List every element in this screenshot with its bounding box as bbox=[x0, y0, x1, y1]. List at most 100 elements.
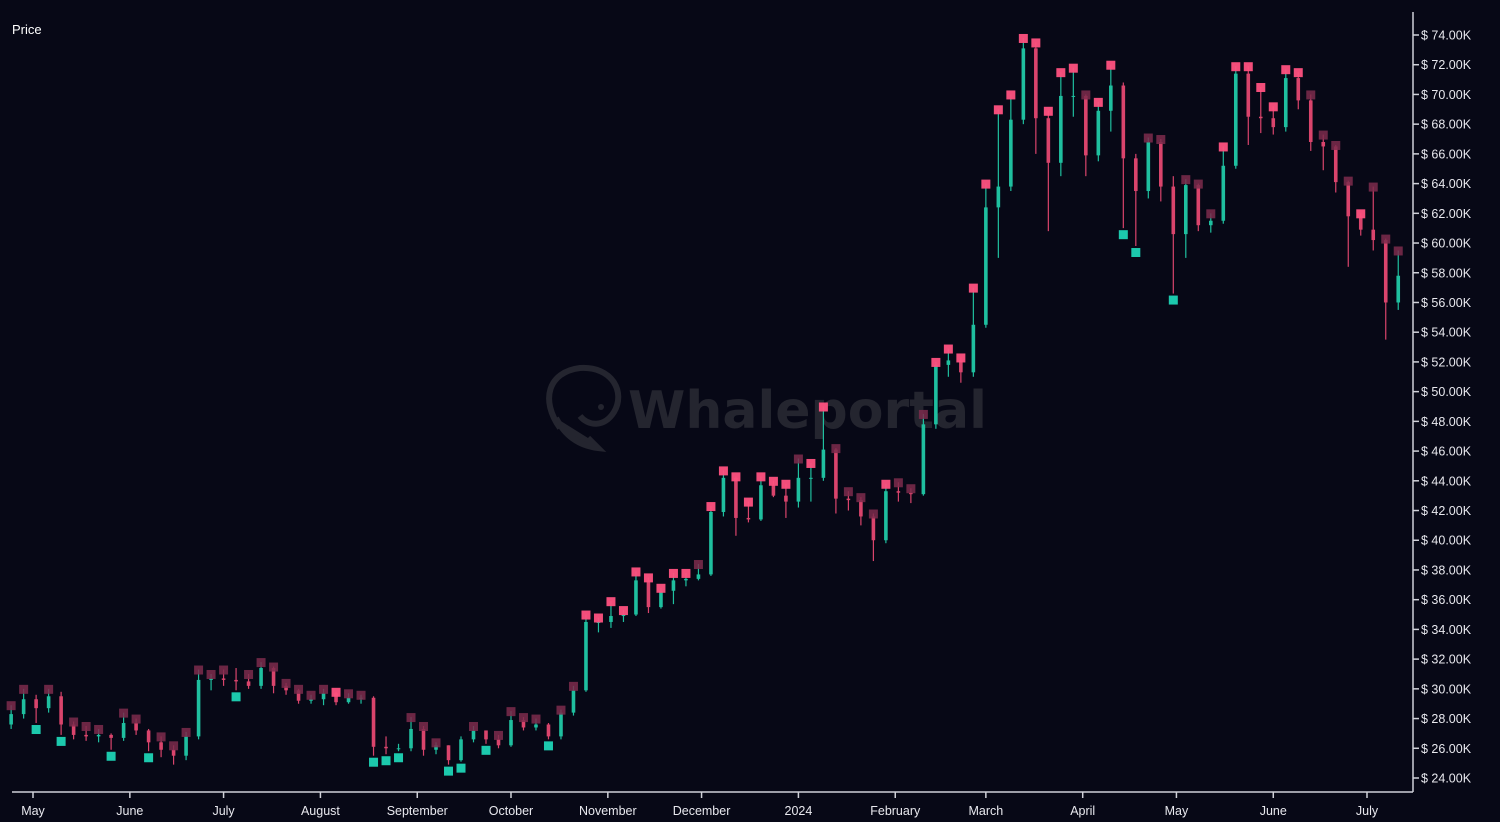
candle-body bbox=[634, 580, 638, 615]
candle-body bbox=[71, 724, 76, 735]
candle-body bbox=[734, 477, 738, 518]
candle-body bbox=[909, 492, 913, 495]
candle bbox=[634, 571, 638, 617]
candle-body bbox=[321, 693, 326, 700]
sell-signal-marker bbox=[44, 684, 54, 694]
candle bbox=[884, 483, 888, 544]
candle bbox=[1371, 186, 1376, 251]
candle bbox=[1258, 87, 1263, 134]
candle-body bbox=[184, 736, 188, 756]
sell-signal-marker bbox=[1056, 68, 1066, 78]
sell-signal-marker bbox=[781, 479, 791, 489]
candle-body bbox=[434, 745, 438, 750]
candle bbox=[409, 717, 413, 752]
sell-signal-marker bbox=[1031, 38, 1041, 48]
buy-signal-marker bbox=[56, 736, 66, 746]
candle-body bbox=[471, 730, 476, 740]
x-tick-label: 2024 bbox=[785, 804, 813, 818]
sell-signal-marker bbox=[244, 669, 254, 679]
buy-signal-marker bbox=[1168, 295, 1178, 305]
candle-body bbox=[846, 498, 851, 501]
sell-signal-marker bbox=[331, 687, 341, 697]
candle-body bbox=[671, 580, 676, 591]
sell-signal-marker bbox=[1268, 102, 1278, 112]
x-tick-label: October bbox=[489, 804, 533, 818]
sell-signal-marker bbox=[1018, 33, 1028, 43]
y-tick-label: $ 40.00K bbox=[1421, 534, 1472, 548]
candle bbox=[1196, 183, 1201, 232]
sell-signal-marker bbox=[606, 597, 616, 607]
candle-body bbox=[134, 723, 138, 731]
candle bbox=[1159, 139, 1163, 202]
sell-signal-marker bbox=[806, 458, 816, 468]
candle-body bbox=[234, 679, 238, 682]
sell-signal-marker bbox=[1043, 106, 1053, 116]
candle bbox=[709, 506, 713, 576]
candle bbox=[584, 614, 588, 692]
candle bbox=[371, 696, 376, 756]
candle-body bbox=[771, 485, 776, 496]
x-tick-label: September bbox=[387, 804, 448, 818]
y-tick-label: $ 60.00K bbox=[1421, 237, 1472, 251]
candle bbox=[196, 669, 201, 740]
sell-signal-marker bbox=[1368, 182, 1378, 192]
y-tick-label: $ 58.00K bbox=[1421, 266, 1472, 280]
sell-signal-marker bbox=[1156, 135, 1166, 145]
candle-body bbox=[9, 714, 13, 725]
sell-signal-marker bbox=[1306, 90, 1316, 100]
sell-signal-marker bbox=[219, 665, 229, 675]
sell-signal-marker bbox=[831, 444, 841, 454]
buy-signal-marker bbox=[31, 725, 41, 735]
candle-body bbox=[46, 696, 51, 709]
candle-body bbox=[171, 749, 176, 756]
sell-signal-marker bbox=[1143, 133, 1153, 143]
candle-body bbox=[284, 685, 288, 691]
candle-body bbox=[1296, 78, 1301, 101]
candle-body bbox=[384, 746, 388, 749]
x-tick-label: July bbox=[212, 804, 235, 818]
candle bbox=[109, 733, 113, 750]
candle-body bbox=[709, 512, 713, 575]
candle-body bbox=[1096, 110, 1101, 156]
sell-signal-marker bbox=[1331, 140, 1341, 150]
sell-signal-marker bbox=[743, 497, 753, 507]
candle bbox=[921, 413, 926, 496]
sell-signal-marker bbox=[943, 344, 953, 354]
candle-body bbox=[884, 491, 888, 541]
candle-body bbox=[559, 712, 563, 737]
sell-signal-marker bbox=[518, 713, 528, 723]
candle bbox=[1171, 176, 1176, 294]
sell-signal-marker bbox=[1093, 97, 1103, 107]
sell-signal-marker bbox=[294, 684, 304, 694]
candle-body bbox=[21, 699, 26, 715]
candle bbox=[1296, 72, 1301, 110]
sell-signal-marker bbox=[1193, 179, 1203, 189]
candle bbox=[509, 711, 513, 747]
sell-signal-marker bbox=[1068, 63, 1078, 73]
candle bbox=[759, 476, 763, 521]
candle-body bbox=[959, 360, 963, 373]
sell-signal-marker bbox=[768, 476, 778, 486]
candle-body bbox=[109, 734, 113, 738]
candle bbox=[1046, 110, 1051, 232]
candle-body bbox=[59, 696, 63, 725]
y-tick-label: $ 72.00K bbox=[1421, 58, 1472, 72]
candle-body bbox=[334, 693, 338, 703]
sell-signal-marker bbox=[6, 701, 16, 711]
sell-signal-marker bbox=[131, 714, 141, 724]
sell-signal-marker bbox=[881, 479, 891, 489]
candle bbox=[234, 668, 238, 691]
buy-signal-marker bbox=[481, 745, 491, 755]
candle-body bbox=[446, 745, 451, 761]
buy-signal-marker bbox=[543, 741, 553, 751]
candle bbox=[1246, 66, 1251, 145]
candle-body bbox=[259, 668, 263, 686]
y-tick-label: $ 74.00K bbox=[1421, 29, 1472, 43]
candle-body bbox=[146, 730, 151, 743]
candle bbox=[984, 183, 988, 328]
candle-body bbox=[246, 681, 251, 686]
candle bbox=[1146, 137, 1151, 199]
sell-signal-marker bbox=[643, 573, 653, 583]
candle bbox=[671, 572, 676, 605]
x-tick-label: August bbox=[301, 804, 340, 818]
